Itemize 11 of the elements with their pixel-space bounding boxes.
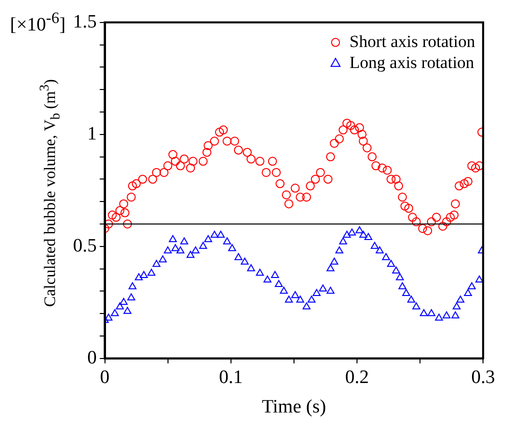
y-tick-label: 1 — [87, 123, 97, 144]
x-tick-label: 0.1 — [219, 366, 243, 388]
y-tick-label: 1.5 — [73, 11, 97, 32]
text: [×10$^{-6}$] — [10, 10, 66, 36]
x-axis-title: Time (s) — [262, 396, 326, 418]
y-tick-label: 0 — [87, 347, 97, 368]
x-tick-label: 0.3 — [471, 366, 495, 388]
legend-label: Short axis rotation — [350, 32, 476, 51]
y-tick-label: 0.5 — [73, 235, 97, 256]
x-tick-label: 0.2 — [345, 366, 369, 388]
legend-label: Long axis rotation — [350, 52, 475, 72]
